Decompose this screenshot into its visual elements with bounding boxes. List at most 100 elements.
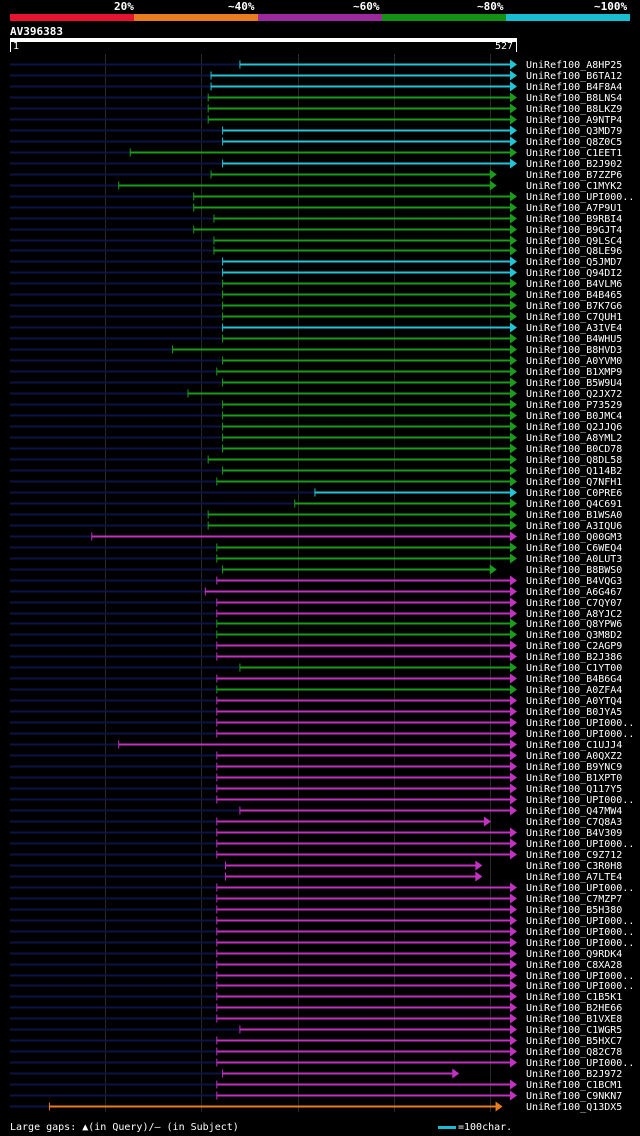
hit-row[interactable]: UniRef100_B4WHU5 — [10, 333, 622, 346]
hit-label[interactable]: UniRef100_UPI000.. — [526, 883, 634, 894]
hit-label[interactable]: UniRef100_C8XA28 — [526, 960, 622, 971]
hit-row[interactable]: UniRef100_B7K7G6 — [10, 300, 622, 313]
hit-row[interactable]: UniRef100_UPI000.. — [10, 838, 634, 851]
hit-label[interactable]: UniRef100_B4B6G4 — [526, 674, 622, 685]
hit-row[interactable]: UniRef100_B7ZZP6 — [10, 169, 622, 182]
hit-label[interactable]: UniRef100_B6TA12 — [526, 71, 622, 82]
hit-label[interactable]: UniRef100_A3IVE4 — [526, 323, 622, 334]
hit-label[interactable]: UniRef100_A3IQU6 — [526, 521, 622, 532]
hit-label[interactable]: UniRef100_C0PRE6 — [526, 488, 622, 499]
hit-label[interactable]: UniRef100_UPI000.. — [526, 729, 634, 740]
hit-label[interactable]: UniRef100_Q8LE96 — [526, 246, 622, 257]
hit-label[interactable]: UniRef100_Q94DI2 — [526, 268, 622, 279]
hit-label[interactable]: UniRef100_B4V309 — [526, 828, 622, 839]
hit-label[interactable]: UniRef100_Q4C691 — [526, 499, 622, 510]
hit-label[interactable]: UniRef100_B1VXE8 — [526, 1014, 622, 1025]
hit-row[interactable]: UniRef100_UPI000.. — [10, 191, 634, 204]
hit-row[interactable]: UniRef100_B4B465 — [10, 289, 622, 302]
hit-label[interactable]: UniRef100_Q8DL58 — [526, 455, 622, 466]
hit-label[interactable]: UniRef100_A0ZFA4 — [526, 685, 622, 696]
hit-label[interactable]: UniRef100_C9Z712 — [526, 850, 622, 861]
hit-row[interactable]: UniRef100_Q82C78 — [10, 1046, 622, 1059]
hit-row[interactable]: UniRef100_C3R0H8 — [10, 860, 622, 873]
hit-row[interactable]: UniRef100_UPI000.. — [10, 926, 634, 939]
hit-row[interactable]: UniRef100_B1XPT0 — [10, 772, 622, 785]
hit-row[interactable]: UniRef100_B4F8A4 — [10, 81, 622, 94]
hit-row[interactable]: UniRef100_B1WSA0 — [10, 509, 622, 522]
hit-row[interactable]: UniRef100_C1UJJ4 — [10, 739, 622, 752]
hit-row[interactable]: UniRef100_UPI000.. — [10, 728, 634, 741]
hit-label[interactable]: UniRef100_UPI000.. — [526, 938, 634, 949]
hit-label[interactable]: UniRef100_UPI000.. — [526, 795, 634, 806]
hit-label[interactable]: UniRef100_B5HXC7 — [526, 1036, 622, 1047]
hit-label[interactable]: UniRef100_Q8YPW6 — [526, 619, 622, 630]
hit-row[interactable]: UniRef100_B8BWS0 — [10, 564, 622, 577]
hit-label[interactable]: UniRef100_C7QY07 — [526, 598, 622, 609]
hit-row[interactable]: UniRef100_B1XMP9 — [10, 366, 622, 379]
hit-label[interactable]: UniRef100_C7Q8A3 — [526, 817, 622, 828]
hit-row[interactable]: UniRef100_C9Z712 — [10, 849, 622, 862]
hit-row[interactable]: UniRef100_Q3M8D2 — [10, 629, 622, 642]
hit-row[interactable]: UniRef100_C1MYK2 — [10, 180, 622, 193]
hit-row[interactable]: UniRef100_Q3MD79 — [10, 125, 622, 138]
hit-label[interactable]: UniRef100_Q3MD79 — [526, 126, 622, 137]
hit-row[interactable]: UniRef100_C1WGR5 — [10, 1024, 622, 1037]
hit-label[interactable]: UniRef100_B1WSA0 — [526, 510, 622, 521]
hit-label[interactable]: UniRef100_UPI000.. — [526, 192, 634, 203]
hit-row[interactable]: UniRef100_UPI000.. — [10, 794, 634, 807]
hit-label[interactable]: UniRef100_UPI000.. — [526, 971, 634, 982]
hit-label[interactable]: UniRef100_C1YT00 — [526, 663, 622, 674]
hit-row[interactable]: UniRef100_Q2JJQ6 — [10, 421, 622, 434]
hit-row[interactable]: UniRef100_UPI000.. — [10, 970, 634, 983]
hit-label[interactable]: UniRef100_UPI000.. — [526, 927, 634, 938]
hit-label[interactable]: UniRef100_B2J386 — [526, 652, 622, 663]
hit-row[interactable]: UniRef100_UPI000.. — [10, 915, 634, 928]
hit-row[interactable]: UniRef100_C9NKN7 — [10, 1090, 622, 1103]
hit-row[interactable]: UniRef100_B9GJT4 — [10, 224, 622, 237]
hit-row[interactable]: UniRef100_C7Q8A3 — [10, 816, 622, 829]
hit-label[interactable]: UniRef100_C1BCM1 — [526, 1080, 622, 1091]
hit-label[interactable]: UniRef100_A0LUT3 — [526, 554, 622, 565]
hit-label[interactable]: UniRef100_C6WEQ4 — [526, 543, 622, 554]
hit-label[interactable]: UniRef100_A9NTP4 — [526, 115, 622, 126]
hit-label[interactable]: UniRef100_UPI000.. — [526, 839, 634, 850]
hit-row[interactable]: UniRef100_B4VLM6 — [10, 278, 622, 291]
hit-row[interactable]: UniRef100_Q8Z0C5 — [10, 136, 622, 149]
hit-label[interactable]: UniRef100_B9YNC9 — [526, 762, 622, 773]
hit-label[interactable]: UniRef100_Q00GM3 — [526, 532, 622, 543]
hit-row[interactable]: UniRef100_A7P9U1 — [10, 202, 622, 215]
hit-label[interactable]: UniRef100_Q13DX5 — [526, 1102, 622, 1113]
hit-row[interactable]: UniRef100_C8XA28 — [10, 959, 622, 972]
hit-label[interactable]: UniRef100_B9GJT4 — [526, 225, 622, 236]
hit-row[interactable]: UniRef100_C7QY07 — [10, 597, 622, 610]
hit-label[interactable]: UniRef100_C1MYK2 — [526, 181, 622, 192]
hit-row[interactable]: UniRef100_Q7NFH1 — [10, 476, 622, 489]
hit-row[interactable]: UniRef100_A3IQU6 — [10, 520, 622, 533]
hit-label[interactable]: UniRef100_Q7NFH1 — [526, 477, 622, 488]
hit-label[interactable]: UniRef100_A8YML2 — [526, 433, 622, 444]
hit-label[interactable]: UniRef100_A0QXZ2 — [526, 751, 622, 762]
hit-row[interactable]: UniRef100_Q117Y5 — [10, 783, 622, 796]
hit-row[interactable]: UniRef100_B8LKZ9 — [10, 103, 622, 116]
hit-row[interactable]: UniRef100_B4B6G4 — [10, 673, 622, 686]
hit-row[interactable]: UniRef100_P73529 — [10, 399, 622, 412]
hit-row[interactable]: UniRef100_C1EET1 — [10, 147, 622, 160]
hit-label[interactable]: UniRef100_C1WGR5 — [526, 1025, 622, 1036]
hit-row[interactable]: UniRef100_C0PRE6 — [10, 487, 622, 500]
hit-label[interactable]: UniRef100_B8LKZ9 — [526, 104, 622, 115]
hit-label[interactable]: UniRef100_B1XMP9 — [526, 367, 622, 378]
hit-row[interactable]: UniRef100_A7LTE4 — [10, 871, 622, 884]
hit-row[interactable]: UniRef100_B4V309 — [10, 827, 622, 840]
hit-row[interactable]: UniRef100_C1BCM1 — [10, 1079, 622, 1092]
hit-row[interactable]: UniRef100_A9NTP4 — [10, 114, 622, 127]
hit-label[interactable]: UniRef100_B7K7G6 — [526, 301, 622, 312]
hit-row[interactable]: UniRef100_Q5JMD7 — [10, 256, 622, 269]
hit-label[interactable]: UniRef100_B4WHU5 — [526, 334, 622, 345]
hit-row[interactable]: UniRef100_C2AGP9 — [10, 640, 622, 653]
hit-row[interactable]: UniRef100_A8YML2 — [10, 432, 622, 445]
hit-row[interactable]: UniRef100_Q4C691 — [10, 498, 622, 511]
hit-label[interactable]: UniRef100_B5W9U4 — [526, 378, 622, 389]
hit-row[interactable]: UniRef100_Q8YPW6 — [10, 618, 622, 631]
hit-label[interactable]: UniRef100_C1EET1 — [526, 148, 622, 159]
hit-row[interactable]: UniRef100_C7MZP7 — [10, 893, 622, 906]
